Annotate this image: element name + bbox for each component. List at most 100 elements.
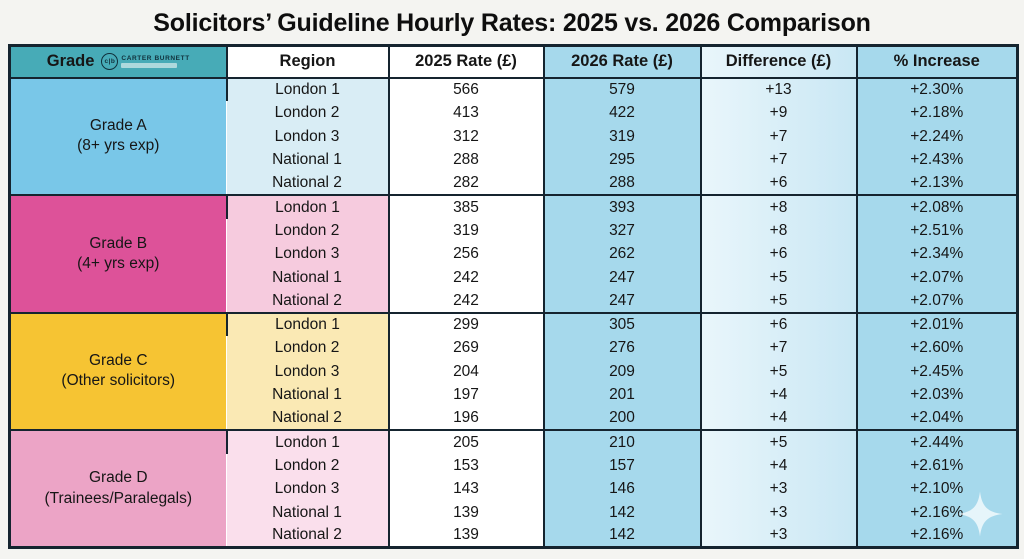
rates-table-body: Grade A (8+ yrs exp) London 1 566 579 +13 +2.3… <box>9 76 1018 548</box>
header-cell-2025-rate: 2025 Rate (£) <box>387 45 544 79</box>
difference-cell: +4 <box>699 406 857 430</box>
grade-cell: Grade C (Other solicitors) <box>9 311 227 430</box>
carter-burnett-logo: c|b CARTER BURNETT <box>101 53 190 71</box>
table-row: Grade D (Trainees/Paralegals) London 1 205 2… <box>9 429 1018 548</box>
pct-increase-cell: +2.44% <box>855 429 1018 454</box>
difference-cell: +6 <box>699 242 857 266</box>
rate-2025-cell: 269 <box>387 336 544 360</box>
region-cell: National 2 <box>226 171 389 195</box>
rate-2026-cell: 146 <box>542 477 701 501</box>
table-row: Grade A (8+ yrs exp) London 1 566 579 +13 +2.3… <box>9 76 1018 195</box>
rate-2025-cell: 299 <box>387 311 544 336</box>
region-cell: London 3 <box>226 477 389 501</box>
region-cell: London 1 <box>225 311 389 336</box>
rate-2026-cell: 262 <box>542 242 701 266</box>
rate-2026-cell: 295 <box>542 148 701 172</box>
difference-cell: +7 <box>699 148 857 172</box>
grade-cell: Grade A (8+ yrs exp) <box>9 76 227 195</box>
rate-2025-cell: 204 <box>387 359 544 383</box>
difference-cell: +3 <box>699 500 857 524</box>
cb-monogram-icon: c|b <box>101 53 119 71</box>
region-cell: National 1 <box>226 383 389 407</box>
pct-increase-cell: +2.07% <box>855 289 1018 313</box>
pct-increase-cell: +2.10% <box>855 477 1018 501</box>
rate-2026-cell: 247 <box>542 289 701 313</box>
difference-cell: +9 <box>699 101 857 125</box>
table-row: London 3 143 146 +3 +2.10% <box>10 477 1018 501</box>
difference-cell: +7 <box>699 336 857 360</box>
table-row: National 2 282 288 +6 +2.13% <box>10 171 1018 195</box>
region-cell: London 2 <box>226 101 389 125</box>
table-row: London 2 413 422 +9 +2.18% <box>10 101 1018 125</box>
region-cell: National 2 <box>226 406 389 430</box>
rate-2025-cell: 566 <box>387 76 544 101</box>
rate-2025-cell: 153 <box>387 453 544 477</box>
region-cell: National 2 <box>226 289 389 313</box>
table-row: National 2 139 142 +3 +2.16% <box>10 524 1018 548</box>
grade-header-label: Grade <box>46 52 95 71</box>
table-row: National 1 242 247 +5 +2.07% <box>10 265 1018 289</box>
pct-increase-cell: +2.16% <box>855 500 1018 524</box>
difference-cell: +5 <box>699 359 857 383</box>
grade-note: (4+ yrs exp) <box>77 254 160 272</box>
difference-cell: +5 <box>699 265 857 289</box>
rate-2025-cell: 319 <box>387 218 544 242</box>
rate-2026-cell: 201 <box>542 383 701 407</box>
pct-increase-cell: +2.45% <box>855 359 1018 383</box>
table-row: Grade B (4+ yrs exp) London 1 385 393 +8 +2.08… <box>9 194 1018 313</box>
logo-name: CARTER BURNETT <box>121 55 190 63</box>
table-row: London 3 312 319 +7 +2.24% <box>10 124 1018 148</box>
rate-2025-cell: 205 <box>387 429 544 454</box>
grade-note: (Other solicitors) <box>61 372 176 390</box>
difference-cell: +6 <box>699 311 857 336</box>
rate-2026-cell: 247 <box>542 265 701 289</box>
rate-2026-cell: 142 <box>542 500 701 524</box>
rate-2025-cell: 196 <box>387 406 544 430</box>
difference-cell: +8 <box>699 218 857 242</box>
rate-2025-cell: 242 <box>387 289 544 313</box>
rate-2026-cell: 200 <box>542 406 701 430</box>
difference-cell: +7 <box>699 124 857 148</box>
rate-2025-cell: 143 <box>387 477 544 501</box>
table-row: National 1 197 201 +4 +2.03% <box>10 383 1018 407</box>
pct-increase-cell: +2.13% <box>855 171 1018 195</box>
pct-increase-cell: +2.04% <box>855 406 1018 430</box>
grade-label: Grade A <box>89 117 147 135</box>
pct-increase-cell: +2.60% <box>855 336 1018 360</box>
table-header-row: Grade c|b CARTER BURNETT Region 2025 Rat… <box>9 45 1018 79</box>
rate-2025-cell: 197 <box>387 383 544 407</box>
difference-cell: +4 <box>699 453 857 477</box>
region-cell: London 3 <box>226 359 389 383</box>
rate-2026-cell: 319 <box>542 124 701 148</box>
rate-2026-cell: 276 <box>542 336 701 360</box>
grade-label: Grade B <box>89 234 148 252</box>
rate-2025-cell: 256 <box>387 242 544 266</box>
difference-cell: +4 <box>699 383 857 407</box>
difference-cell: +8 <box>699 194 857 219</box>
region-cell: National 1 <box>226 500 389 524</box>
pct-increase-cell: +2.61% <box>855 453 1018 477</box>
grade-label: Grade C <box>88 352 148 370</box>
pct-increase-cell: +2.16% <box>855 524 1018 548</box>
pct-increase-cell: +2.03% <box>855 383 1018 407</box>
difference-cell: +3 <box>699 477 857 501</box>
region-cell: London 2 <box>226 218 389 242</box>
rate-2025-cell: 312 <box>387 124 544 148</box>
region-cell: London 1 <box>225 429 389 454</box>
difference-cell: +13 <box>699 76 857 101</box>
table-row: London 2 269 276 +7 +2.60% <box>10 336 1018 360</box>
region-cell: London 3 <box>226 242 389 266</box>
rate-2025-cell: 282 <box>387 171 544 195</box>
logo-badge: CARTER BURNETT <box>121 55 190 69</box>
pct-increase-cell: +2.30% <box>855 76 1018 101</box>
rate-2025-cell: 413 <box>387 101 544 125</box>
grade-note: (Trainees/Paralegals) <box>44 489 193 507</box>
grade-cell: Grade D (Trainees/Paralegals) <box>9 429 227 548</box>
region-cell: London 3 <box>226 124 389 148</box>
pct-increase-cell: +2.43% <box>855 148 1018 172</box>
table-row: London 2 153 157 +4 +2.61% <box>10 453 1018 477</box>
header-cell-difference: Difference (£) <box>699 45 857 79</box>
header-cell-grade: Grade c|b CARTER BURNETT <box>9 45 227 79</box>
pct-increase-cell: +2.18% <box>855 101 1018 125</box>
